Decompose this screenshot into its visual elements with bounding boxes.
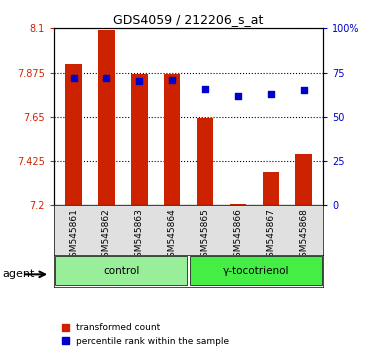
Point [268, 91, 274, 97]
Bar [65, 64, 82, 205]
Text: GSM545866: GSM545866 [233, 208, 243, 263]
Bar [263, 172, 279, 205]
Text: GSM545862: GSM545862 [102, 208, 111, 263]
Title: GDS4059 / 212206_s_at: GDS4059 / 212206_s_at [114, 13, 264, 26]
Point [70, 75, 77, 81]
Bar [190, 256, 322, 285]
Text: control: control [103, 266, 139, 276]
Bar [98, 30, 115, 205]
Bar [55, 256, 187, 285]
Bar [197, 118, 213, 205]
Text: GSM545868: GSM545868 [299, 208, 308, 263]
Bar [230, 204, 246, 205]
Text: GSM545867: GSM545867 [266, 208, 275, 263]
Text: agent: agent [2, 269, 34, 279]
Point [169, 77, 175, 82]
Bar [164, 74, 181, 205]
Point [136, 79, 142, 84]
Legend: transformed count, percentile rank within the sample: transformed count, percentile rank withi… [59, 320, 233, 349]
Text: GSM545863: GSM545863 [135, 208, 144, 263]
Text: GSM545864: GSM545864 [168, 208, 177, 263]
Text: GSM545865: GSM545865 [201, 208, 209, 263]
Bar [295, 154, 312, 205]
Point [104, 75, 110, 81]
Point [235, 93, 241, 98]
Text: GSM545861: GSM545861 [69, 208, 78, 263]
Point [301, 87, 307, 93]
Point [202, 86, 208, 91]
Text: γ-tocotrienol: γ-tocotrienol [223, 266, 289, 276]
Bar [131, 74, 147, 205]
